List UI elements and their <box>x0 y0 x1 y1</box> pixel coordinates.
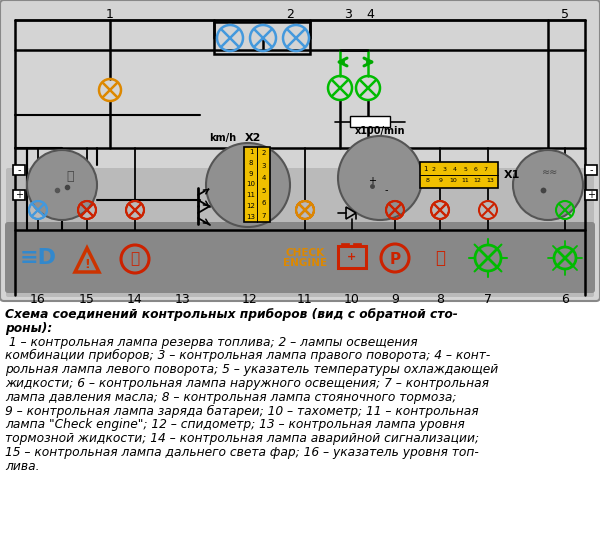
Text: +: + <box>15 190 23 200</box>
Text: -: - <box>384 185 388 195</box>
Text: km/h: km/h <box>209 133 236 143</box>
Text: 5: 5 <box>262 188 266 194</box>
Text: рольная лампа левого поворота; 5 – указатель температуры охлаждающей: рольная лампа левого поворота; 5 – указа… <box>5 363 498 376</box>
Text: 4: 4 <box>452 167 457 172</box>
Text: 9: 9 <box>439 179 442 184</box>
Bar <box>244 147 270 222</box>
Text: 🛢: 🛢 <box>435 249 445 267</box>
Circle shape <box>338 136 422 220</box>
Bar <box>338 246 366 268</box>
Text: 7: 7 <box>484 167 488 172</box>
Text: 7: 7 <box>262 213 266 219</box>
Text: Ⓘ: Ⓘ <box>130 251 140 267</box>
Text: ⛽: ⛽ <box>66 171 74 184</box>
Text: 9: 9 <box>249 171 253 177</box>
Text: 8: 8 <box>249 160 253 166</box>
Text: 9: 9 <box>391 293 399 306</box>
Text: 5: 5 <box>463 167 467 172</box>
Text: 6: 6 <box>473 167 477 172</box>
Bar <box>341 243 349 247</box>
FancyBboxPatch shape <box>5 222 595 293</box>
Text: 11: 11 <box>297 293 313 306</box>
Text: 12: 12 <box>473 179 481 184</box>
Text: лампа давления масла; 8 – контрольная лампа стояночного тормоза;: лампа давления масла; 8 – контрольная ла… <box>5 391 457 404</box>
Text: тормозной жидкости; 14 – контрольная лампа аварийной сигнализации;: тормозной жидкости; 14 – контрольная лам… <box>5 432 479 445</box>
Text: 13: 13 <box>247 213 256 219</box>
Text: CHECK
ENGINE: CHECK ENGINE <box>283 248 327 268</box>
Text: 13: 13 <box>486 179 494 184</box>
Text: 9 – контрольная лампа заряда батареи; 10 – тахометр; 11 – контрольная: 9 – контрольная лампа заряда батареи; 10… <box>5 405 479 418</box>
Text: -: - <box>589 165 593 175</box>
Circle shape <box>513 150 583 220</box>
Text: 16: 16 <box>30 293 46 306</box>
Text: 11: 11 <box>461 179 469 184</box>
Text: 12: 12 <box>247 203 256 209</box>
Text: 3: 3 <box>344 8 352 21</box>
Text: 6: 6 <box>561 293 569 306</box>
Bar <box>585 165 597 175</box>
Text: 2: 2 <box>286 8 294 21</box>
Text: +: + <box>587 190 595 200</box>
Text: 3: 3 <box>442 167 446 172</box>
Bar <box>13 165 25 175</box>
Text: 1: 1 <box>249 149 253 155</box>
Text: 5: 5 <box>561 8 569 21</box>
Text: 1: 1 <box>423 166 427 172</box>
Text: !: ! <box>84 258 90 272</box>
Text: 2: 2 <box>262 150 266 156</box>
Text: 7: 7 <box>484 293 492 306</box>
Text: +: + <box>347 252 356 262</box>
Bar <box>420 162 498 188</box>
FancyBboxPatch shape <box>0 0 600 301</box>
Text: P: P <box>389 251 401 267</box>
Text: жидкости; 6 – контрольная лампа наружного освещения; 7 – контрольная: жидкости; 6 – контрольная лампа наружног… <box>5 377 489 390</box>
Text: 10: 10 <box>449 179 457 184</box>
Text: 4: 4 <box>262 175 266 181</box>
Text: 6: 6 <box>262 200 266 206</box>
Text: роны):: роны): <box>5 322 52 335</box>
Text: 12: 12 <box>242 293 258 306</box>
Bar <box>350 116 390 127</box>
Text: x100/min: x100/min <box>355 126 405 136</box>
Text: 8: 8 <box>426 179 430 184</box>
Text: 10: 10 <box>247 181 256 187</box>
Text: ≡D: ≡D <box>19 248 56 268</box>
Text: 8: 8 <box>436 293 444 306</box>
Text: комбинации приборов; 3 – контрольная лампа правого поворота; 4 – конт-: комбинации приборов; 3 – контрольная лам… <box>5 349 490 363</box>
Circle shape <box>206 143 290 227</box>
Text: ≈≈: ≈≈ <box>542 167 558 177</box>
Text: 4: 4 <box>366 8 374 21</box>
Text: 11: 11 <box>247 192 256 198</box>
Text: 2: 2 <box>432 167 436 172</box>
Text: 15: 15 <box>79 293 95 306</box>
Text: 13: 13 <box>175 293 191 306</box>
Text: +: + <box>368 176 376 186</box>
Bar <box>585 190 597 200</box>
Text: 1: 1 <box>106 8 114 21</box>
Text: 15 – контрольная лампа дальнего света фар; 16 – указатель уровня топ-: 15 – контрольная лампа дальнего света фа… <box>5 446 479 459</box>
Text: -: - <box>17 165 21 175</box>
Bar <box>353 243 361 247</box>
Text: 3: 3 <box>262 163 266 169</box>
Text: Схема соединений контрольных приборов (вид с обратной сто-: Схема соединений контрольных приборов (в… <box>5 308 458 321</box>
Text: 10: 10 <box>344 293 360 306</box>
Text: X2: X2 <box>245 133 261 143</box>
Text: X1: X1 <box>504 170 520 180</box>
Bar <box>214 22 310 54</box>
Bar <box>13 190 25 200</box>
Text: 1 – контрольная лампа резерва топлива; 2 – лампы освещения: 1 – контрольная лампа резерва топлива; 2… <box>5 336 418 349</box>
Text: лампа "Check engine"; 12 – спидометр; 13 – контрольная лампа уровня: лампа "Check engine"; 12 – спидометр; 13… <box>5 419 465 431</box>
Circle shape <box>27 150 97 220</box>
FancyBboxPatch shape <box>6 168 594 297</box>
Text: лива.: лива. <box>5 460 40 473</box>
Text: 14: 14 <box>127 293 143 306</box>
